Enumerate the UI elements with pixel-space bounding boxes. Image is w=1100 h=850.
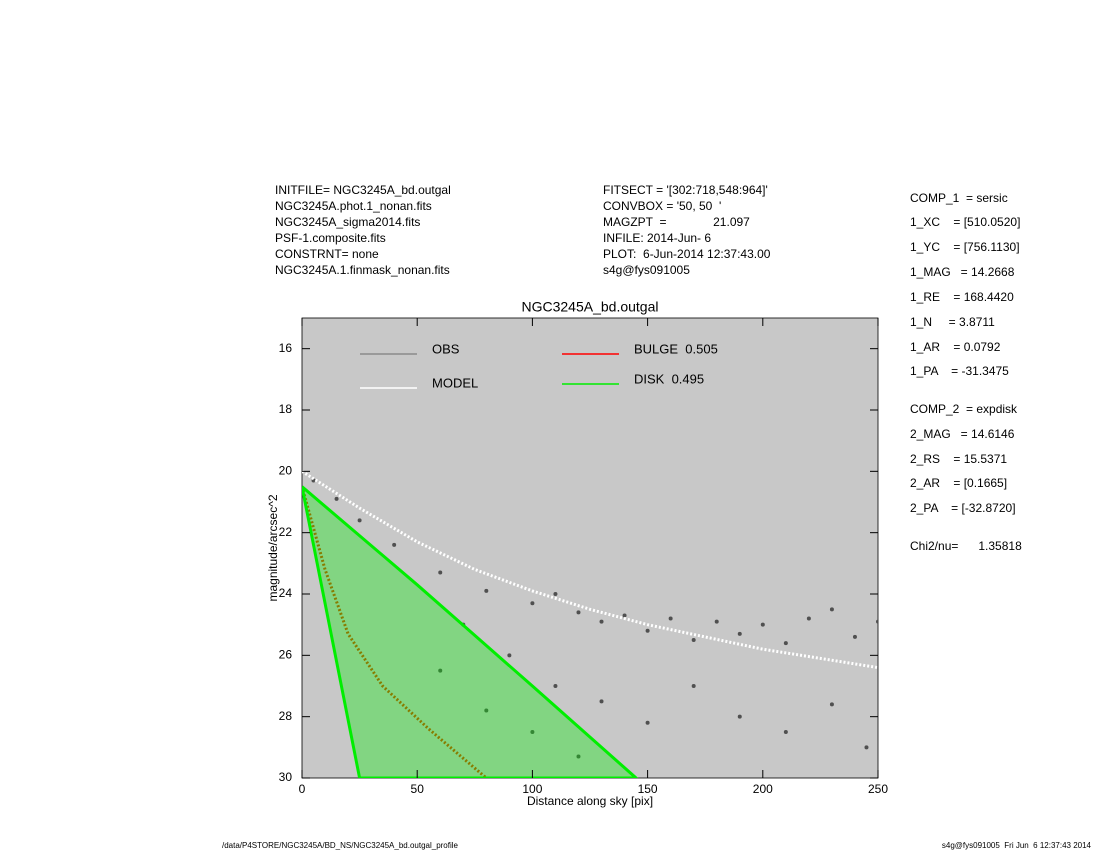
data-point (576, 754, 581, 759)
data-point (553, 684, 558, 688)
legend-label: BULGE 0.505 (634, 341, 718, 356)
info-mid: PLOT: 6-Jun-2014 12:37:43.00 (603, 247, 771, 261)
y-tick-label: 18 (279, 402, 293, 416)
data-point (714, 619, 719, 624)
data-point (760, 622, 765, 627)
series-area (302, 485, 639, 778)
x-tick-label: 100 (522, 782, 542, 796)
data-point (507, 653, 512, 658)
info-left: NGC3245A.1.finmask_nonan.fits (275, 263, 450, 277)
info-mid: FITSECT = '[302:718,548:964]' (603, 183, 768, 197)
x-tick-label: 250 (868, 782, 888, 796)
y-tick-label: 16 (279, 341, 293, 355)
info-right: 1_YC = [756.1130] (910, 240, 1020, 254)
data-point (691, 684, 696, 688)
y-tick-label: 22 (279, 525, 293, 539)
data-point (576, 610, 581, 615)
y-tick-label: 24 (279, 586, 293, 600)
data-point (622, 613, 627, 618)
plot-data (302, 470, 878, 778)
data-point (737, 631, 742, 636)
chart-title: NGC3245A_bd.outgal (522, 299, 659, 315)
footer-left: /data/P4STORE/NGC3245A/BD_NS/NGC3245A_bd… (222, 841, 459, 850)
info-right: COMP_1 = sersic (910, 191, 1008, 205)
legend-label: MODEL (432, 375, 478, 390)
data-point (599, 699, 604, 704)
y-tick-label: 28 (279, 709, 293, 723)
plot-area (301, 317, 879, 779)
data-point (392, 542, 397, 547)
info-right: 1_AR = 0.0792 (910, 340, 1001, 354)
info-left: NGC3245A_sigma2014.fits (275, 215, 420, 229)
data-point (438, 668, 443, 673)
data-point (691, 638, 696, 642)
data-point (484, 588, 489, 593)
series-line (302, 486, 488, 778)
data-point (876, 619, 878, 624)
y-axis-label: magnitude/arcsec^2 (266, 494, 280, 601)
info-mid: CONVBOX = '50, 50 ' (603, 199, 721, 213)
data-point (484, 708, 489, 713)
info-right: 1_XC = [510.0520] (910, 215, 1020, 229)
data-point (852, 634, 857, 639)
data-point (357, 518, 362, 523)
data-point (599, 619, 604, 624)
series-line (302, 470, 878, 670)
info-right: 2_MAG = 14.6146 (910, 427, 1015, 441)
data-point (530, 730, 535, 734)
x-axis-label: Distance along sky [pix] (527, 794, 653, 808)
info-right: 2_PA = [-32.8720] (910, 501, 1016, 515)
info-right: 1_RE = 168.4420 (910, 290, 1014, 304)
y-tick-label: 20 (279, 464, 293, 478)
data-point (438, 570, 443, 575)
info-right: 1_PA = -31.3475 (910, 364, 1009, 378)
data-point (737, 714, 742, 719)
info-left: PSF-1.composite.fits (275, 231, 386, 245)
legend-label: OBS (432, 341, 460, 356)
x-tick-label: 0 (299, 782, 306, 796)
x-tick-label: 50 (411, 782, 425, 796)
info-left: NGC3245A.phot.1_nonan.fits (275, 199, 432, 213)
data-point (668, 616, 673, 621)
data-point (645, 720, 650, 725)
info-right: COMP_2 = expdisk (910, 402, 1018, 416)
data-point (829, 607, 834, 612)
info-left: CONSTRNT= none (275, 247, 379, 261)
data-point (645, 628, 650, 633)
info-right: 1_MAG = 14.2668 (910, 265, 1015, 279)
data-point (864, 745, 869, 750)
data-point (829, 702, 834, 707)
info-right: 2_AR = [0.1665] (910, 476, 1007, 490)
x-tick-label: 200 (753, 782, 773, 796)
info-mid: INFILE: 2014-Jun- 6 (603, 231, 711, 245)
data-point (783, 730, 788, 734)
info-right: Chi2/nu= 1.35818 (910, 539, 1022, 553)
info-left: INITFILE= NGC3245A_bd.outgal (275, 183, 451, 197)
data-point (553, 592, 558, 596)
y-tick-label: 26 (279, 648, 293, 662)
data-point (806, 616, 811, 621)
x-tick-label: 150 (638, 782, 658, 796)
legend-label: DISK 0.495 (634, 371, 704, 386)
info-right: 2_RS = 15.5371 (910, 452, 1007, 466)
info-right: 1_N = 3.8711 (910, 315, 995, 329)
data-point (530, 601, 535, 606)
data-point (334, 496, 339, 501)
data-point (783, 641, 788, 646)
info-mid: MAGZPT = 21.097 (603, 215, 750, 229)
footer-right: s4g@fys091005 Fri Jun 6 12:37:43 2014 (942, 841, 1092, 850)
y-tick-label: 30 (279, 770, 293, 784)
info-mid: s4g@fys091005 (603, 263, 690, 277)
